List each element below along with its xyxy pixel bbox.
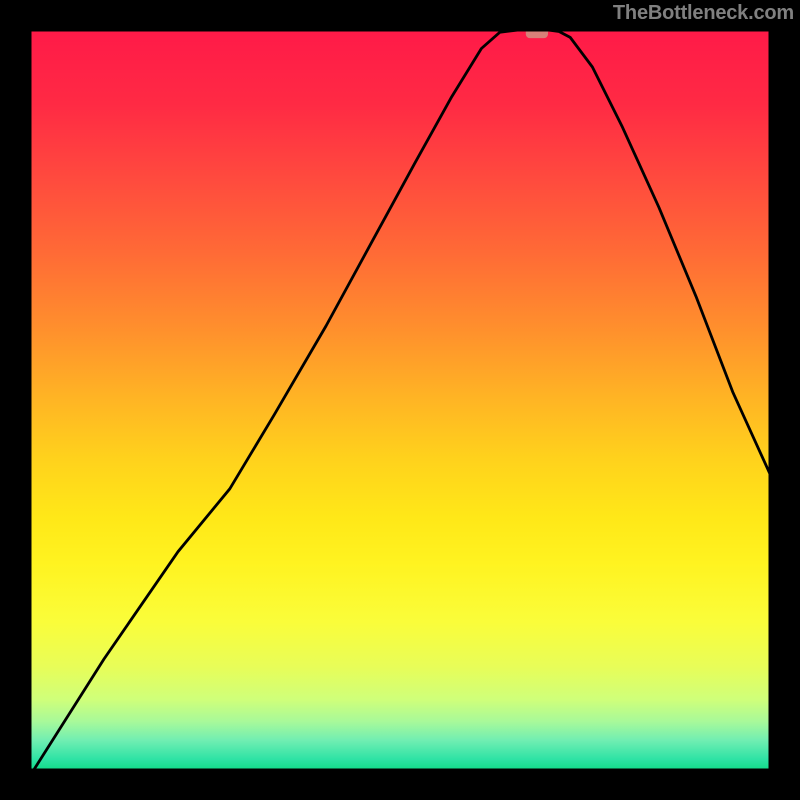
gradient-background [30, 30, 770, 770]
watermark-text: TheBottleneck.com [613, 2, 794, 25]
bottleneck-chart [0, 0, 800, 800]
chart-container: TheBottleneck.com [0, 0, 800, 800]
plot-area [30, 28, 770, 770]
